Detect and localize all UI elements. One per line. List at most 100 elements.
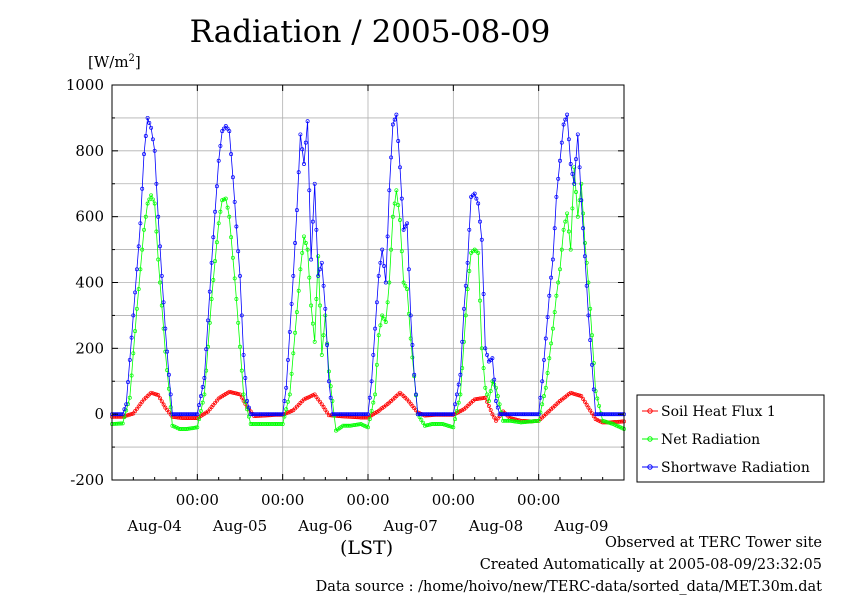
data-point — [378, 323, 383, 328]
data-point — [543, 336, 548, 341]
data-point — [129, 335, 134, 340]
data-point — [193, 412, 198, 417]
data-point — [545, 371, 550, 375]
data-point — [287, 392, 292, 397]
data-point — [298, 267, 303, 272]
data-point — [526, 419, 530, 424]
data-point — [332, 412, 337, 417]
data-point — [538, 395, 543, 400]
data-point — [453, 417, 458, 422]
data-point — [467, 269, 472, 273]
data-point — [339, 412, 344, 417]
data-point — [479, 237, 484, 242]
data-point — [179, 412, 184, 417]
data-point — [380, 313, 385, 318]
data-point — [490, 412, 495, 417]
y-axis-unit-label: [W/m2] — [88, 53, 141, 71]
data-point — [188, 426, 193, 431]
data-point — [533, 419, 538, 424]
data-point — [351, 423, 356, 428]
data-point — [556, 176, 561, 181]
data-point — [590, 411, 594, 416]
data-point — [422, 423, 427, 428]
x-tick-date-label: Aug-04 — [127, 517, 182, 535]
data-point — [609, 421, 614, 426]
data-point — [202, 376, 207, 380]
data-point — [488, 408, 493, 413]
data-point — [369, 379, 374, 384]
data-point — [543, 385, 548, 390]
data-point — [584, 283, 589, 288]
data-point — [316, 254, 321, 259]
data-point — [574, 157, 578, 162]
data-point — [559, 140, 564, 145]
data-point — [158, 244, 162, 249]
data-point — [287, 329, 292, 334]
data-point — [161, 300, 166, 305]
data-point — [428, 422, 433, 427]
data-point — [444, 412, 449, 417]
data-point — [197, 403, 202, 408]
data-point — [211, 235, 216, 240]
data-point — [591, 387, 596, 392]
data-point — [166, 372, 171, 377]
data-point — [330, 412, 335, 417]
data-point — [362, 423, 367, 428]
data-point — [307, 188, 312, 193]
data-point — [159, 273, 164, 278]
data-point — [366, 425, 370, 430]
data-point — [426, 422, 431, 427]
data-point — [238, 392, 242, 397]
data-point — [392, 201, 397, 206]
data-point — [142, 152, 146, 157]
data-point — [143, 214, 148, 219]
data-point — [485, 392, 490, 397]
data-point — [531, 419, 536, 424]
data-point — [259, 422, 264, 426]
data-point — [387, 188, 392, 193]
data-point — [268, 412, 273, 417]
data-point — [561, 227, 566, 232]
data-point — [145, 201, 150, 206]
data-point — [179, 427, 184, 431]
data-point — [412, 372, 417, 377]
data-point — [127, 412, 132, 417]
data-point — [149, 125, 154, 130]
data-point — [533, 412, 538, 417]
x-axis-label: (LST) — [340, 537, 394, 559]
data-point — [305, 247, 310, 252]
data-point — [590, 362, 594, 367]
data-point — [206, 318, 210, 323]
data-point — [442, 412, 447, 417]
data-point — [154, 229, 159, 234]
data-point — [289, 371, 294, 376]
data-point — [275, 422, 280, 426]
data-point — [481, 396, 486, 400]
data-point — [268, 422, 273, 426]
data-point — [286, 410, 290, 415]
data-point — [316, 397, 321, 402]
data-point — [483, 395, 488, 400]
data-point — [547, 356, 552, 361]
data-point — [497, 402, 502, 407]
data-point — [579, 198, 584, 203]
data-point — [307, 394, 312, 399]
data-point — [294, 310, 299, 315]
data-point — [565, 211, 570, 216]
data-point — [159, 303, 164, 308]
data-point — [588, 306, 593, 311]
data-point — [481, 366, 486, 371]
data-point — [136, 287, 141, 292]
data-point — [222, 197, 226, 202]
data-point — [266, 422, 271, 426]
data-point — [462, 306, 466, 311]
data-point — [319, 402, 324, 407]
data-point — [117, 421, 122, 426]
data-point — [417, 415, 422, 419]
data-point — [214, 184, 219, 189]
data-point — [190, 412, 194, 417]
data-point — [170, 423, 175, 428]
data-point — [582, 254, 587, 259]
data-point — [168, 405, 173, 410]
